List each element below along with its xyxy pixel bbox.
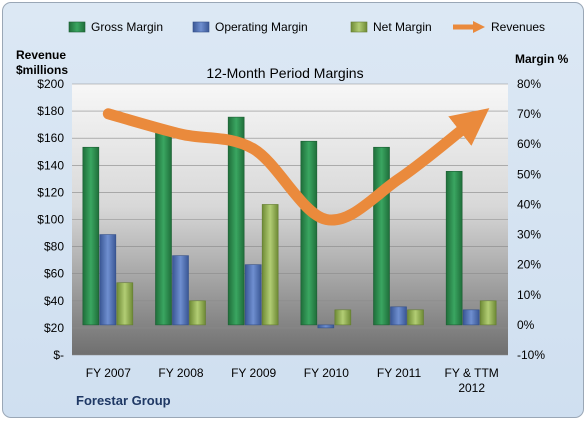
bar-net-margin (116, 282, 134, 326)
bar-gross-margin (155, 128, 172, 326)
left-tick-label: $140 (37, 158, 64, 172)
left-axis-title-line2: $millions (16, 63, 68, 77)
left-tick-label: $160 (37, 131, 64, 145)
legend-swatch-gross-margin (68, 21, 86, 33)
bar-gross-margin (373, 146, 390, 326)
right-axis-title: Margin % (515, 52, 569, 66)
bar-operating-margin (390, 306, 407, 326)
right-tick-label: -10% (517, 348, 545, 362)
right-tick-label: 10% (517, 288, 541, 302)
left-tick-label: $100 (37, 213, 64, 227)
legend-swatch-operating-margin (192, 21, 210, 33)
right-tick-label: 60% (517, 137, 541, 151)
right-tick-label: 50% (517, 167, 541, 181)
legend-item-net-margin: Net Margin (350, 20, 432, 34)
x-tick-label: FY 2011 (377, 366, 422, 380)
right-tick-label: 20% (517, 258, 541, 272)
left-tick-label: $180 (37, 104, 64, 118)
x-tick-label-line2: 2012 (458, 381, 485, 395)
company-label: Forestar Group (76, 393, 171, 408)
bar-gross-margin (82, 146, 100, 326)
legend-item-revenues: Revenues (453, 20, 545, 34)
x-axis: FY 2007 FY 2008 FY 2009 FY 2010 FY 2011 FY & … (86, 366, 499, 395)
bar-operating-margin (99, 234, 117, 326)
x-tick-label: FY & TTM (445, 366, 499, 380)
bar-operating-margin (244, 264, 262, 326)
left-tick-label: $60 (44, 267, 64, 281)
bar-operating-margin (172, 255, 189, 326)
left-tick-label: $120 (37, 185, 64, 199)
bar-net-margin (479, 300, 497, 326)
legend: Gross Margin Operating Margin Net Margin… (68, 20, 545, 34)
legend-swatch-net-margin (350, 21, 368, 33)
right-tick-label: 40% (517, 197, 541, 211)
left-tick-label: $20 (44, 321, 64, 335)
revenues-line (102, 108, 490, 226)
legend-label-gross-margin: Gross Margin (91, 20, 163, 34)
right-tick-label: 80% (517, 77, 541, 91)
bar-net-margin (407, 309, 424, 326)
x-tick-label: FY 2009 (231, 366, 276, 380)
bar-operating-margin (462, 309, 480, 326)
chart-frame: Gross Margin Operating Margin Net Margin… (2, 2, 584, 418)
legend-label-revenues: Revenues (491, 20, 545, 34)
bar-gross-margin (227, 116, 245, 326)
right-axis: -10% 0% 10% 20% 30% 40% 50% 60% 70% 80% (517, 77, 545, 362)
bar-net-margin (261, 204, 279, 326)
bar-gross-margin (445, 171, 463, 326)
right-tick-label: 70% (517, 107, 541, 121)
bar-operating-margin (317, 324, 335, 329)
left-axis-title-line1: Revenue (16, 48, 66, 62)
bar-net-margin (334, 309, 352, 326)
legend-item-operating-margin: Operating Margin (192, 20, 308, 34)
x-tick-label: FY 2010 (304, 366, 349, 380)
legend-arrow-revenues-icon (473, 21, 485, 33)
legend-label-net-margin: Net Margin (373, 20, 432, 34)
bar-net-margin (189, 300, 206, 326)
bar-gross-margin (300, 140, 318, 326)
chart-title: 12-Month Period Margins (206, 65, 363, 81)
left-tick-label: $- (53, 348, 64, 362)
left-axis: $- $20 $40 $60 $80 $100 $120 $140 $160 $180 $200 (37, 77, 64, 362)
x-tick-label: FY 2007 (86, 366, 131, 380)
x-tick-label: FY 2008 (158, 366, 203, 380)
left-tick-label: $200 (37, 77, 64, 91)
margins-chart: Gross Margin Operating Margin Net Margin… (16, 20, 569, 408)
left-tick-label: $80 (44, 240, 64, 254)
legend-label-operating-margin: Operating Margin (215, 20, 308, 34)
right-tick-label: 30% (517, 228, 541, 242)
legend-item-gross-margin: Gross Margin (68, 20, 163, 34)
left-tick-label: $40 (44, 294, 64, 308)
right-tick-label: 0% (517, 318, 535, 332)
gridlines (72, 83, 508, 356)
